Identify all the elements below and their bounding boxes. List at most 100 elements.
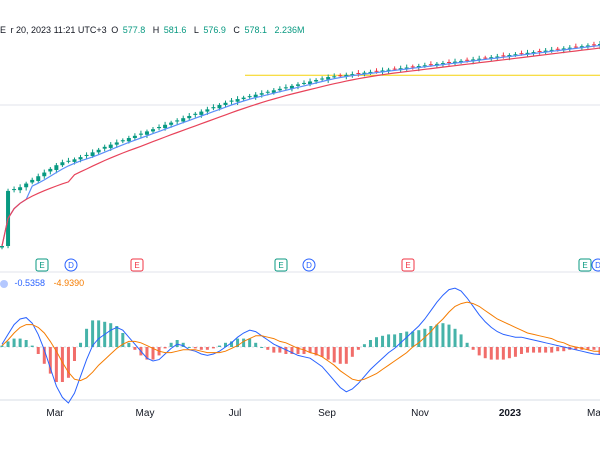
event-marker-earnings[interactable]: E (274, 258, 288, 272)
price-pane[interactable] (0, 41, 600, 250)
candle-body[interactable] (126, 138, 131, 142)
candle-body[interactable] (12, 189, 17, 191)
candle-body[interactable] (567, 47, 572, 49)
time-axis-label[interactable]: Mar (46, 408, 64, 419)
candle-body[interactable] (36, 176, 41, 181)
candle-body[interactable] (513, 54, 518, 56)
candle-body[interactable] (18, 187, 23, 191)
event-marker-dividend[interactable]: D (591, 258, 600, 272)
candle-body[interactable] (549, 49, 554, 51)
candle-body[interactable] (356, 73, 361, 75)
candle-body[interactable] (531, 52, 536, 54)
candle-body[interactable] (350, 74, 355, 76)
candle-body[interactable] (483, 57, 488, 59)
candle-body[interactable] (72, 159, 77, 162)
candle-body[interactable] (90, 152, 95, 157)
candle-body[interactable] (440, 63, 445, 65)
candle-body[interactable] (217, 104, 222, 109)
candle-body[interactable] (181, 118, 186, 122)
candle-body[interactable] (132, 135, 137, 139)
candle-body[interactable] (283, 87, 288, 89)
candle-body[interactable] (24, 183, 29, 188)
candle-body[interactable] (374, 70, 379, 72)
candle-body[interactable] (84, 154, 89, 157)
candle-body[interactable] (308, 81, 313, 85)
signal-line[interactable] (1, 301, 600, 382)
macd-line[interactable] (1, 287, 600, 404)
candle-body[interactable] (598, 44, 600, 46)
event-marker-earnings[interactable]: E (130, 258, 144, 272)
candle-body[interactable] (0, 246, 4, 248)
candle-body[interactable] (259, 93, 264, 95)
candle-body[interactable] (537, 50, 542, 52)
candle-body[interactable] (392, 68, 397, 70)
candle-body[interactable] (332, 76, 337, 78)
candle-body[interactable] (247, 96, 252, 98)
event-marker-earnings[interactable]: E (578, 258, 592, 272)
candle-body[interactable] (386, 69, 391, 71)
candle-body[interactable] (205, 109, 210, 112)
candle-body[interactable] (265, 91, 270, 93)
candle-body[interactable] (277, 88, 282, 91)
candle-body[interactable] (368, 71, 373, 73)
candle-body[interactable] (199, 111, 204, 115)
candle-body[interactable] (187, 115, 192, 119)
candle-body[interactable] (519, 53, 524, 55)
time-axis-label[interactable]: Sep (318, 408, 336, 419)
candle-body[interactable] (289, 85, 294, 89)
candle-body[interactable] (585, 45, 590, 47)
ma-slow-line[interactable] (1, 47, 600, 247)
candle-body[interactable] (102, 146, 107, 149)
candle-body[interactable] (54, 165, 59, 170)
candle-body[interactable] (120, 140, 125, 142)
candle-body[interactable] (108, 144, 113, 148)
candle-body[interactable] (422, 65, 427, 67)
candle-body[interactable] (428, 64, 433, 66)
candle-body[interactable] (573, 46, 578, 48)
candle-body[interactable] (241, 97, 246, 100)
candle-body[interactable] (138, 133, 143, 135)
time-axis-label[interactable]: 2023 (499, 408, 522, 419)
candle-body[interactable] (338, 75, 343, 77)
candle-body[interactable] (326, 77, 331, 80)
time-axis-label[interactable]: Jul (229, 408, 242, 419)
candle-body[interactable] (271, 90, 276, 93)
candle-body[interactable] (42, 172, 47, 177)
candle-body[interactable] (193, 113, 198, 115)
event-marker-dividend[interactable]: D (302, 258, 316, 272)
candle-body[interactable] (410, 66, 415, 68)
candle-body[interactable] (591, 44, 596, 46)
candle-body[interactable] (211, 107, 216, 109)
candle-body[interactable] (175, 120, 180, 122)
candle-body[interactable] (66, 160, 71, 162)
candle-body[interactable] (114, 142, 119, 145)
candle-body[interactable] (495, 56, 500, 58)
candle-body[interactable] (157, 127, 162, 129)
candle-body[interactable] (78, 157, 83, 160)
candle-body[interactable] (404, 67, 409, 69)
candle-body[interactable] (295, 84, 300, 86)
time-axis-label[interactable]: Nov (411, 408, 429, 419)
candle-body[interactable] (302, 82, 307, 84)
candle-body[interactable] (235, 99, 240, 102)
time-axis-label[interactable]: May (136, 408, 155, 419)
candle-body[interactable] (144, 131, 149, 135)
candle-body[interactable] (446, 61, 451, 63)
candle-body[interactable] (314, 79, 319, 82)
candle-body[interactable] (96, 149, 101, 153)
time-axis-label[interactable]: Ma (587, 408, 600, 419)
event-marker-earnings[interactable]: E (401, 258, 415, 272)
candle-body[interactable] (555, 48, 560, 50)
candle-body[interactable] (169, 122, 174, 125)
candle-body[interactable] (30, 179, 35, 183)
candle-body[interactable] (48, 168, 53, 172)
candle-body[interactable] (459, 60, 464, 62)
macd-pane[interactable] (0, 287, 600, 404)
candle-body[interactable] (253, 94, 258, 98)
ma-fast-line[interactable] (1, 44, 600, 247)
candle-body[interactable] (320, 78, 325, 80)
candle-body[interactable] (477, 58, 482, 60)
candle-body[interactable] (163, 124, 168, 129)
event-marker-dividend[interactable]: D (64, 258, 78, 272)
